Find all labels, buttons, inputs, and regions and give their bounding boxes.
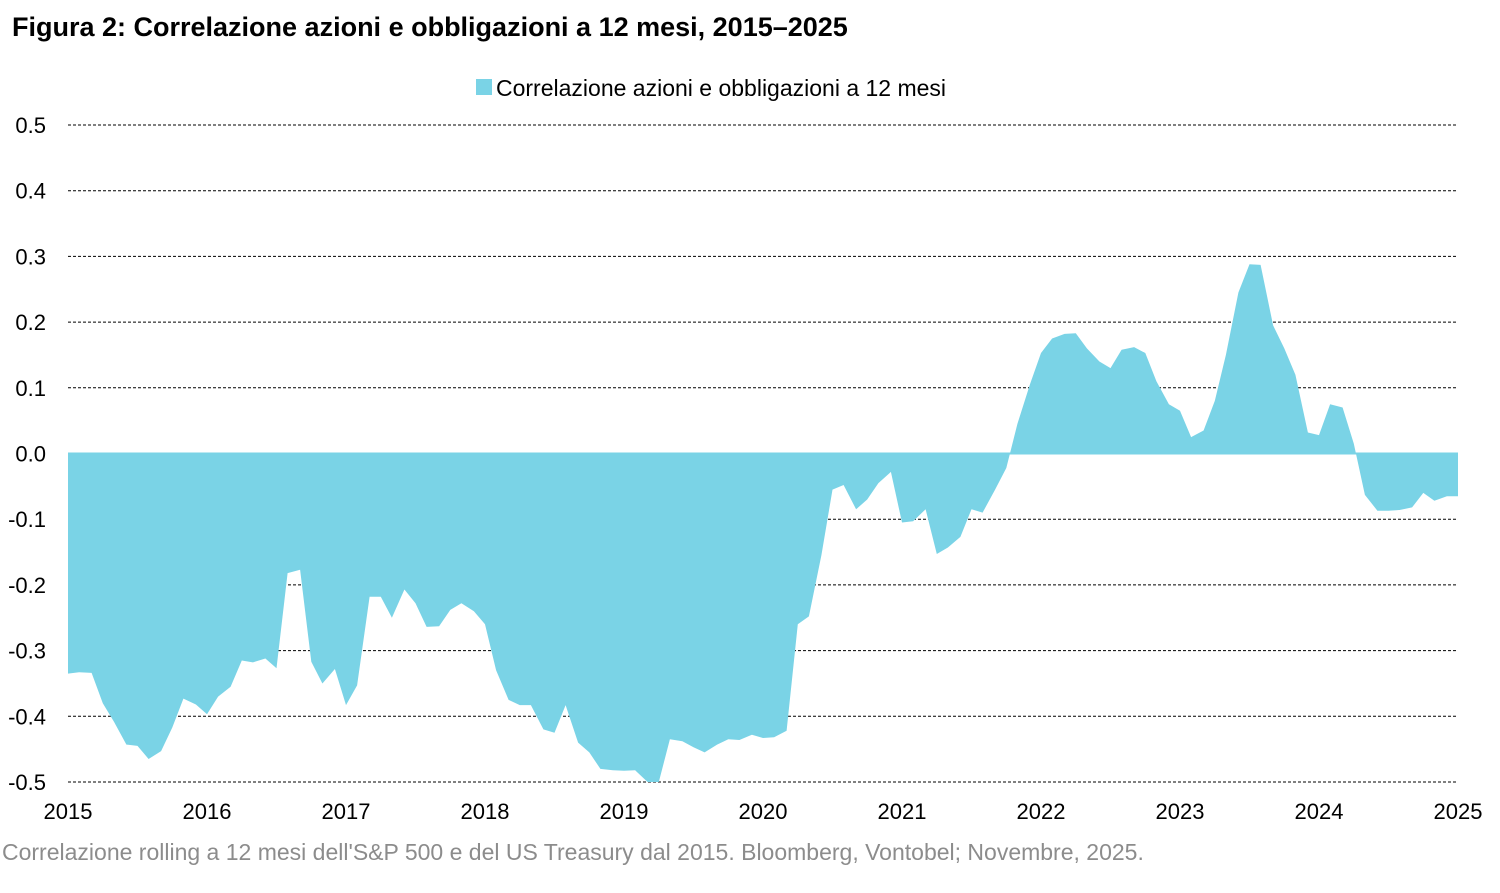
x-tick-label: 2016 [183,799,232,824]
x-tick-label: 2023 [1156,799,1205,824]
y-tick-label: -0.4 [8,704,46,729]
y-tick-label: 0.4 [15,179,46,204]
y-tick-label: 0.5 [15,113,46,138]
chart-title: Figura 2: Correlazione azioni e obbligaz… [12,12,848,42]
x-tick-label: 2021 [878,799,927,824]
x-axis-ticks: 2015 2016 2017 2018 2019 2020 2021 2022 2023 2024… [44,799,1483,824]
y-tick-label: 0.3 [15,244,46,269]
x-tick-label: 2024 [1295,799,1344,824]
legend-swatch [476,79,492,95]
y-axis-ticks: 0.5 0.4 0.3 0.2 0.1 0.0 -0.1 -0.2 -0.3 -0.4 -0.5 [8,113,46,795]
legend: Correlazione azioni e obbligazioni a 12 … [476,75,946,101]
y-tick-label: -0.2 [8,573,46,598]
x-tick-label: 2015 [44,799,93,824]
y-tick-label: -0.5 [8,770,46,795]
legend-label: Correlazione azioni e obbligazioni a 12 … [496,75,946,101]
y-tick-label: 0.0 [15,442,46,467]
x-tick-label: 2022 [1017,799,1066,824]
y-tick-label: 0.2 [15,310,46,335]
x-tick-label: 2020 [739,799,788,824]
y-tick-label: -0.3 [8,639,46,664]
x-tick-label: 2025 [1434,799,1483,824]
y-tick-label: 0.1 [15,376,46,401]
x-tick-label: 2019 [600,799,649,824]
y-tick-label: -0.1 [8,507,46,532]
source-note: Correlazione rolling a 12 mesi dell'S&P … [2,839,1144,865]
x-tick-label: 2017 [322,799,371,824]
correlation-area [68,264,1458,782]
x-tick-label: 2018 [461,799,510,824]
